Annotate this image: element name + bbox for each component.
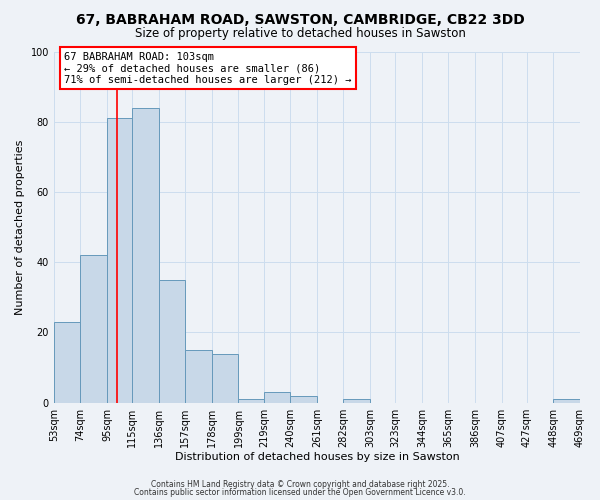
Bar [290,396,317,402]
Y-axis label: Number of detached properties: Number of detached properties [15,140,25,315]
Text: 67, BABRAHAM ROAD, SAWSTON, CAMBRIDGE, CB22 3DD: 67, BABRAHAM ROAD, SAWSTON, CAMBRIDGE, C… [76,12,524,26]
Bar [238,399,264,402]
Bar [553,399,580,402]
Bar [80,255,107,402]
Bar [343,399,370,402]
Text: 67 BABRAHAM ROAD: 103sqm
← 29% of detached houses are smaller (86)
71% of semi-d: 67 BABRAHAM ROAD: 103sqm ← 29% of detach… [64,52,352,84]
X-axis label: Distribution of detached houses by size in Sawston: Distribution of detached houses by size … [175,452,459,462]
Text: Contains public sector information licensed under the Open Government Licence v3: Contains public sector information licen… [134,488,466,497]
Bar [185,350,212,403]
Bar [212,354,238,403]
Bar [132,108,159,403]
Bar [54,322,80,402]
Text: Contains HM Land Registry data © Crown copyright and database right 2025.: Contains HM Land Registry data © Crown c… [151,480,449,489]
Bar [107,118,132,403]
Bar [159,280,185,402]
Text: Size of property relative to detached houses in Sawston: Size of property relative to detached ho… [134,28,466,40]
Bar [264,392,290,402]
